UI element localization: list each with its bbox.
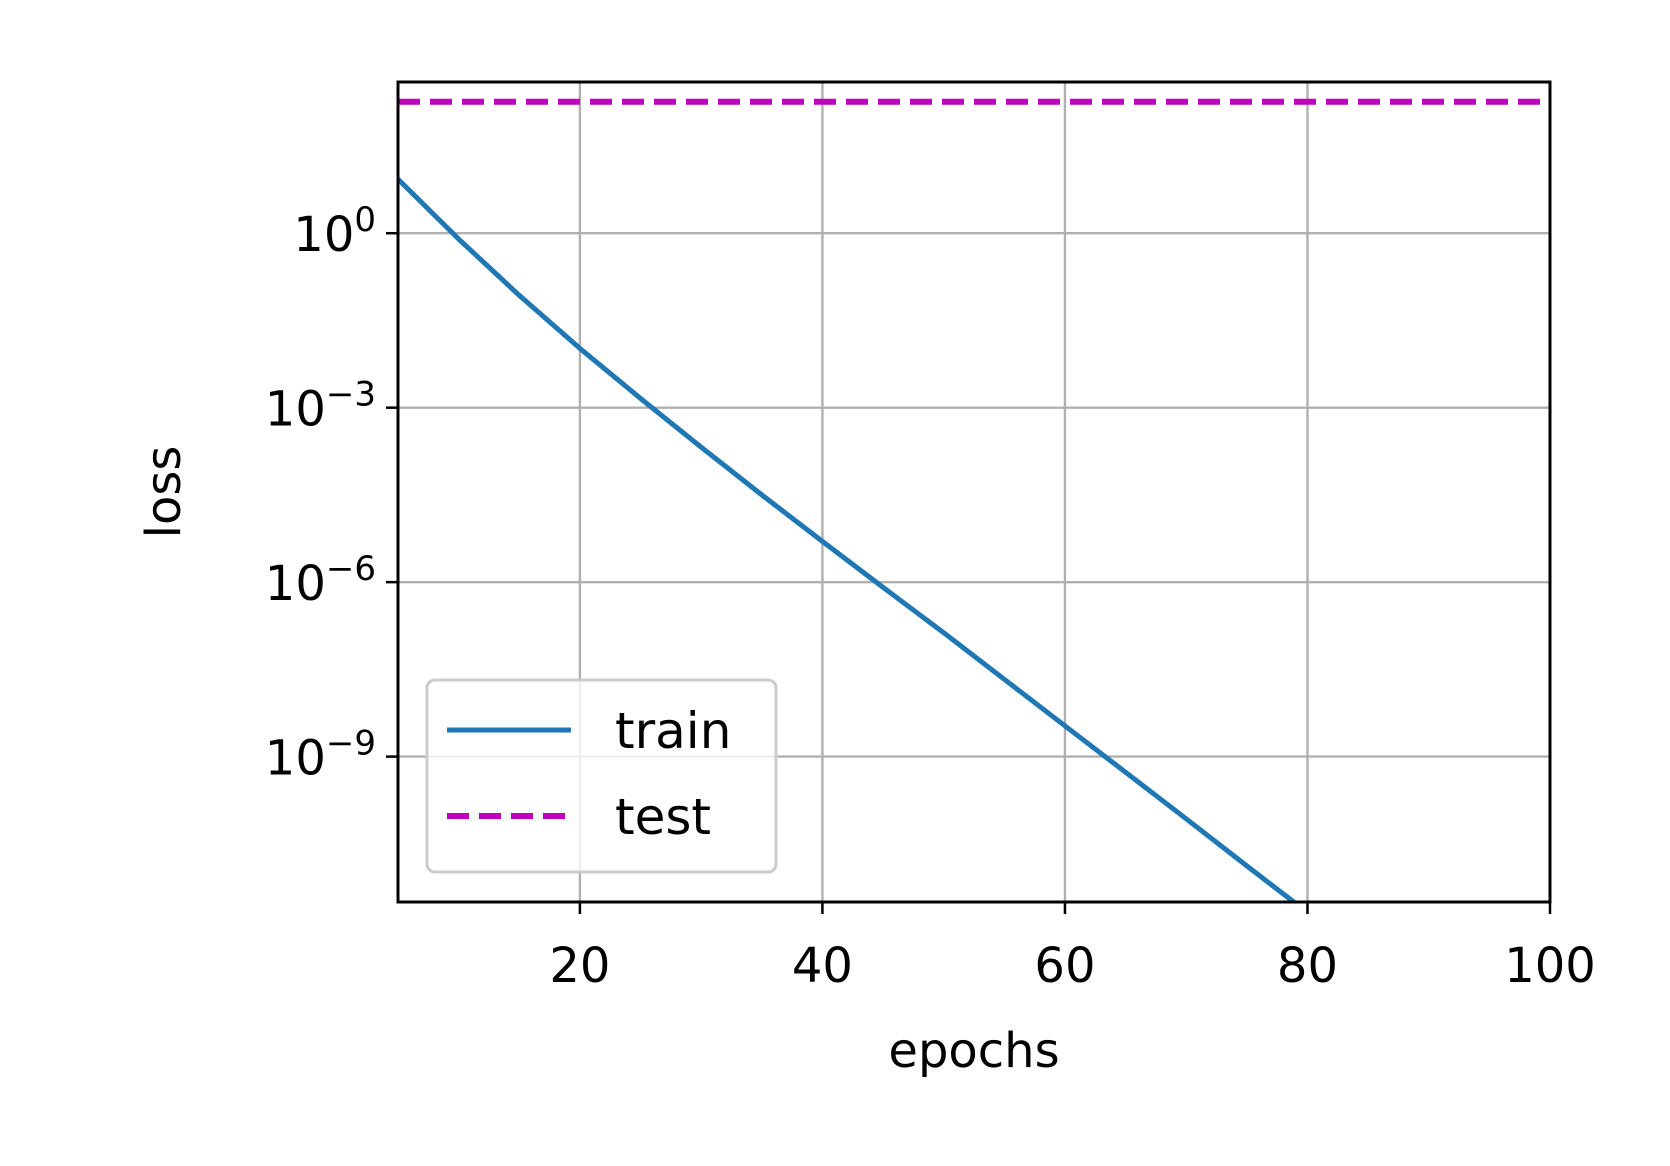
y-axis-label: loss — [136, 446, 192, 539]
series-layer — [398, 98, 1550, 902]
y-tick-label: 10−6 — [265, 549, 376, 612]
legend-label-train: train — [615, 702, 731, 760]
x-tick-label: 20 — [549, 938, 610, 994]
x-tick-label: 100 — [1504, 938, 1596, 994]
plot-frame — [396, 80, 1552, 904]
legend-label-test: test — [615, 788, 711, 846]
y-tick-label: 100 — [293, 200, 376, 263]
x-axis-ticks: 20 40 60 80 100 — [549, 902, 1596, 994]
x-tick-label: 40 — [792, 938, 853, 994]
y-axis-ticks: 100 10−3 10−6 10−9 — [265, 200, 398, 787]
y-tick-label: 10−9 — [265, 724, 376, 787]
series-train-line — [398, 177, 1298, 902]
x-tick-label: 80 — [1277, 938, 1338, 994]
y-tick-label: 10−3 — [265, 375, 376, 438]
x-tick-label: 60 — [1034, 938, 1095, 994]
legend: train test — [425, 678, 778, 874]
x-axis-label: epochs — [888, 1023, 1059, 1079]
